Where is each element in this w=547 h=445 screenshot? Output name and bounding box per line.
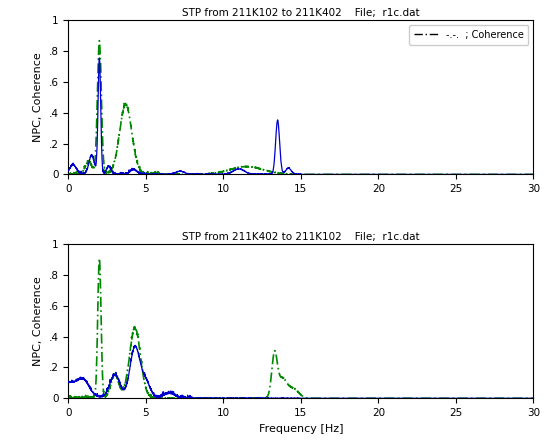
Title: STP from 211K102 to 211K402    File;  r1c.dat: STP from 211K102 to 211K402 File; r1c.da…	[182, 8, 420, 18]
Y-axis label: NPC, Coherence: NPC, Coherence	[33, 276, 43, 366]
Title: STP from 211K402 to 211K102    File;  r1c.dat: STP from 211K402 to 211K102 File; r1c.da…	[182, 232, 420, 242]
X-axis label: Frequency [Hz]: Frequency [Hz]	[259, 424, 343, 433]
Legend: -.-.  ; Coherence: -.-. ; Coherence	[409, 25, 528, 44]
Y-axis label: NPC, Coherence: NPC, Coherence	[33, 53, 43, 142]
